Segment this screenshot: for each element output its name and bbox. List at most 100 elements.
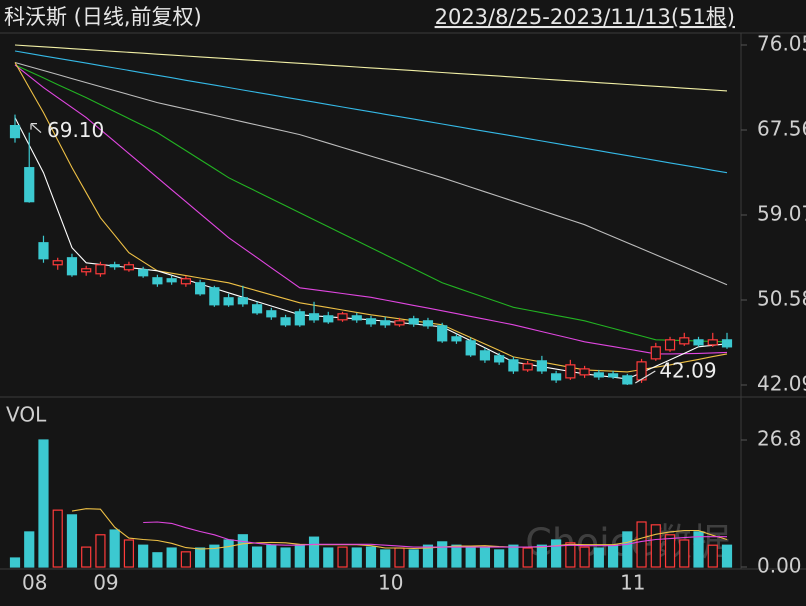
volume-bar (180, 551, 191, 568)
candle-body (266, 310, 277, 318)
candle-body (622, 375, 633, 385)
candle-body (38, 242, 49, 260)
candle-body (351, 315, 362, 321)
high-label: 69.10 (47, 118, 104, 142)
volume-bar (66, 514, 78, 568)
ma-line (14, 64, 728, 355)
candle-body (650, 346, 661, 360)
candle-body (465, 340, 476, 356)
candle-body (195, 282, 206, 295)
candle-body (209, 287, 220, 306)
volume-bar (693, 531, 704, 568)
volume-bar (522, 547, 533, 568)
volume-bar (294, 544, 305, 568)
ma-line (14, 50, 728, 174)
y-tick-label: 76.05 (757, 32, 806, 56)
volume-bar (394, 547, 405, 568)
chart-title: 科沃斯 (日线,前复权) (4, 5, 202, 29)
candle-body (138, 269, 149, 277)
candle-body (109, 264, 120, 268)
volume-bar (266, 544, 277, 568)
volume-bar (636, 521, 647, 568)
volume-bar (721, 544, 733, 568)
y-tick-label: 0.00 (757, 554, 802, 578)
candle-body (365, 318, 377, 325)
volume-bar (123, 539, 135, 568)
candle-body (721, 339, 733, 348)
candle-body (81, 268, 92, 273)
candle-body (223, 297, 234, 306)
candle-body (9, 125, 21, 139)
candle-body (437, 325, 448, 342)
volume-bar (209, 544, 220, 568)
candle-body (280, 317, 291, 326)
candle-body (166, 278, 177, 283)
annotation-arrowhead (30, 122, 37, 130)
candle-body (52, 260, 63, 266)
candle-body (593, 372, 604, 378)
candle-body (24, 167, 35, 203)
volume-title: VOL (6, 403, 47, 427)
y-tick-label: 26.8 (757, 427, 802, 451)
candle-body (408, 318, 419, 325)
x-tick-label: 11 (620, 571, 645, 595)
volume-bar (536, 544, 547, 568)
candle-body (422, 320, 434, 327)
volume-bar (465, 547, 476, 568)
volume-bar (81, 546, 92, 568)
volume-bar (166, 547, 177, 568)
y-tick-label: 67.56 (757, 117, 806, 141)
volume-bar (138, 544, 149, 568)
volume-bar (109, 529, 120, 568)
volume-bar (607, 544, 619, 568)
low-label: 42.09 (659, 358, 716, 382)
volume-bar (351, 547, 362, 568)
volume-bar (365, 546, 377, 568)
y-tick-label: 50.58 (757, 286, 806, 310)
volume-bar (565, 542, 576, 568)
annotation-arrow (31, 124, 42, 134)
volume-bar (251, 546, 263, 568)
y-tick-label: 42.09 (757, 371, 806, 395)
ma-line (14, 62, 728, 373)
annotation-arrow (635, 370, 656, 384)
candle-body (380, 320, 391, 326)
candle-body (251, 304, 263, 314)
candle-body (679, 337, 690, 345)
ma-line (143, 521, 727, 548)
candle-body (66, 257, 78, 276)
x-tick-label: 08 (22, 571, 47, 595)
volume-bar (223, 539, 234, 568)
candle-body (707, 339, 718, 346)
volume-bar (323, 547, 334, 568)
volume-bar (95, 534, 106, 568)
x-tick-label: 09 (93, 571, 118, 595)
volume-bar (408, 549, 419, 568)
volume-bar (152, 552, 163, 568)
volume-bar (237, 534, 248, 568)
volume-bar (422, 544, 434, 568)
candle-body (95, 264, 106, 275)
candle-body (664, 339, 676, 351)
candle-body (607, 373, 619, 378)
volume-bar (707, 544, 718, 568)
ma-line (71, 508, 728, 550)
candle-body (551, 373, 562, 381)
candle-body (479, 350, 491, 361)
volume-bar (9, 557, 21, 568)
candle-body (337, 313, 348, 321)
candle-body (536, 360, 547, 372)
candle-body (237, 297, 248, 305)
volume-bar (380, 549, 391, 568)
volume-bar (451, 544, 462, 568)
volume-bar (664, 534, 676, 568)
volume-bar (622, 531, 633, 568)
candle-body (180, 278, 191, 285)
volume-bar (437, 541, 448, 568)
volume-bar (508, 544, 519, 568)
candle-body (451, 336, 462, 342)
ma-line (14, 44, 728, 92)
volume-bar (24, 531, 35, 568)
volume-bar (679, 539, 690, 568)
